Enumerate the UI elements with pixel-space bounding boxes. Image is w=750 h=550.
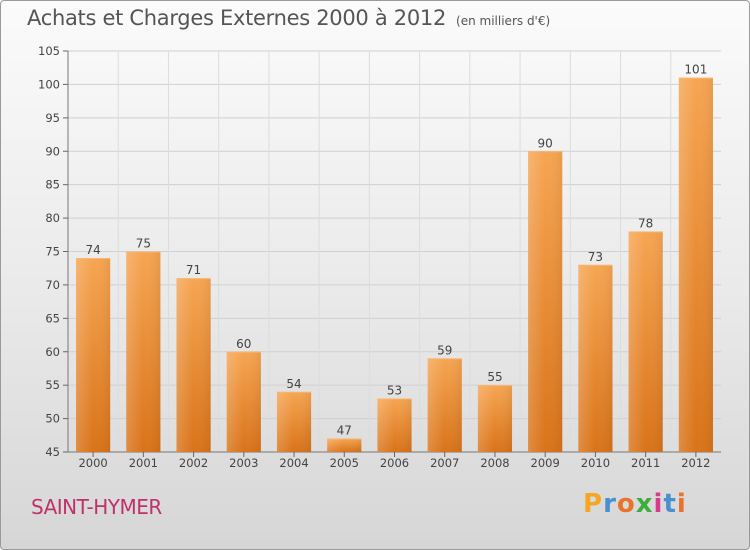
x-tick-label: 2004 (279, 456, 308, 470)
x-tick-label: 2011 (631, 456, 660, 470)
data-label: 90 (538, 136, 553, 150)
y-tick-label: 70 (45, 278, 60, 292)
y-tick-label: 100 (38, 77, 60, 91)
brand-letter: i (676, 489, 687, 519)
x-tick-label: 2008 (480, 456, 509, 470)
x-tick-label: 2005 (330, 456, 359, 470)
x-tick-label: 2007 (430, 456, 459, 470)
data-label: 75 (136, 237, 151, 251)
chart-title: Achats et Charges Externes 2000 à 2012 (27, 6, 447, 30)
brand-letter: t (663, 489, 677, 519)
bar-shine (678, 77, 713, 452)
y-tick-label: 90 (45, 144, 60, 158)
bar-shine (176, 278, 211, 452)
bar-shine (528, 151, 563, 452)
x-tick-label: 2003 (229, 456, 258, 470)
y-tick-label: 65 (45, 311, 60, 325)
bar-shine (327, 438, 362, 452)
data-label: 101 (684, 63, 707, 77)
bar-shine (276, 391, 312, 452)
data-label: 54 (286, 377, 301, 391)
bar-shine (477, 385, 513, 452)
commune-name: SAINT-HYMER (31, 495, 162, 519)
brand-letter: i (653, 489, 664, 519)
x-tick-label: 2006 (380, 456, 409, 470)
bars (76, 77, 713, 452)
x-tick-label: 2010 (581, 456, 610, 470)
x-tick-label: 2009 (531, 456, 560, 470)
x-tick-label: 2001 (129, 456, 158, 470)
y-tick-label: 60 (45, 345, 60, 359)
data-label: 73 (588, 250, 603, 264)
brand-letter: x (635, 489, 654, 519)
y-tick-label: 50 (45, 412, 60, 426)
bar-shine (377, 398, 412, 452)
y-tick-label: 85 (45, 178, 60, 192)
x-tick-label: 2012 (681, 456, 710, 470)
brand-letter: o (616, 489, 636, 519)
bar-shine (628, 231, 663, 452)
data-label: 71 (186, 263, 201, 277)
data-label: 60 (236, 337, 251, 351)
data-label: 47 (337, 424, 352, 438)
y-tick-label: 55 (45, 378, 60, 392)
y-tick-label: 80 (45, 211, 60, 225)
data-label: 53 (387, 384, 402, 398)
bar-shine (427, 358, 462, 452)
bar-shine (578, 264, 613, 452)
y-tick-label: 105 (38, 44, 60, 58)
x-tick-label: 2002 (179, 456, 208, 470)
brand-letter: P (583, 489, 604, 519)
bar-shine (126, 251, 161, 452)
x-tick-label: 2000 (78, 456, 107, 470)
y-tick-label: 95 (45, 111, 60, 125)
labels: 45 50 55 60 65 70 75 80 85 90 95 100 105 2000 74 2001 75… (38, 44, 710, 470)
bar-shine (76, 258, 111, 452)
chart-unit: (en milliers d'€) (456, 14, 551, 28)
brand-logo: Proxiti (583, 489, 687, 519)
data-label: 59 (437, 343, 452, 357)
bar-shine (226, 351, 261, 452)
y-tick-label: 75 (45, 245, 60, 259)
data-label: 78 (638, 216, 653, 230)
data-label: 74 (85, 243, 100, 257)
chart-title-block: Achats et Charges Externes 2000 à 2012 (e… (27, 6, 550, 30)
brand-letter: r (603, 489, 617, 519)
data-label: 55 (487, 370, 502, 384)
y-tick-label: 45 (45, 445, 60, 459)
